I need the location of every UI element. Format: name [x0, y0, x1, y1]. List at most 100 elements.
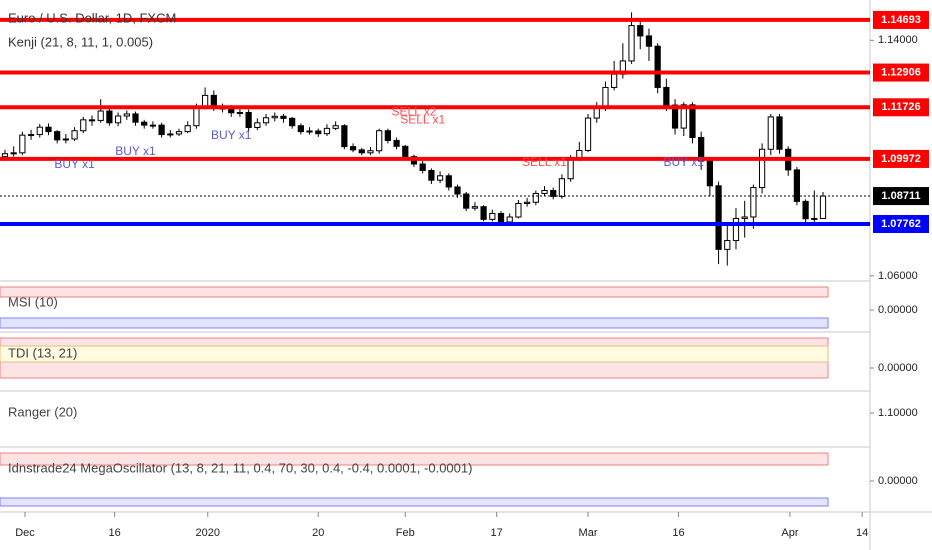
candle-body [402, 145, 409, 158]
candle-body [132, 113, 139, 123]
candle-body [97, 110, 104, 121]
candle-body [489, 212, 496, 220]
indicator-name: Idnstrade24 MegaOscillator (13, 8, 21, 1… [8, 460, 472, 475]
candle-body [167, 133, 174, 136]
candle-body [819, 195, 827, 219]
signal-annotation: BUY x1 [664, 155, 705, 169]
candle-body [1, 153, 9, 158]
level-label: 1.07762 [881, 218, 921, 230]
x-tick-label: 16 [672, 527, 684, 539]
level-label: 1.11726 [881, 101, 920, 113]
level-tag [873, 215, 929, 233]
candle-body [497, 212, 505, 223]
candle-body [384, 130, 391, 141]
candle-body [19, 134, 26, 154]
chart-subtitle: Kenji (21, 8, 11, 1, 0.005) [8, 34, 153, 49]
candle-body [114, 115, 122, 124]
candle-body [480, 206, 487, 220]
chart-title: Euro / U.S. Dollar, 1D, FXCM [8, 10, 176, 25]
candle-body [811, 217, 818, 220]
candle-body [271, 115, 278, 119]
candle-body [184, 125, 191, 133]
candle-body [654, 45, 661, 88]
mega-lower-band [0, 497, 829, 507]
candle-body [645, 35, 653, 47]
candle-body [706, 160, 713, 187]
candle-body [550, 189, 557, 197]
x-tick-label: Mar [579, 527, 598, 539]
candle-body [463, 193, 470, 209]
candle-body [436, 175, 444, 181]
indicator-tick-label: 0.00000 [878, 362, 918, 374]
x-tick-label: Apr [781, 527, 798, 539]
candle-body [445, 175, 452, 188]
candle-body [54, 131, 61, 141]
candle-body [532, 192, 539, 203]
candle-body [349, 146, 357, 151]
candle-body [428, 169, 435, 181]
candle-body [689, 104, 696, 138]
candle-body [680, 104, 687, 129]
candle-body [593, 107, 600, 119]
signal-annotation: BUY x1 [115, 144, 156, 158]
x-tick-label: 17 [491, 527, 503, 539]
last-price-tag [873, 187, 929, 206]
level-tag [873, 63, 929, 82]
candle-body [262, 117, 270, 124]
candle-body [767, 116, 774, 150]
signal-annotation: SELL x1 [522, 155, 567, 169]
indicator-name: Ranger (20) [8, 404, 77, 419]
candle-body [36, 126, 43, 136]
candle-body [175, 131, 183, 135]
candle-body [732, 217, 740, 242]
candle-body [10, 152, 17, 155]
candle-body [471, 206, 479, 209]
level-label: 1.14693 [881, 14, 921, 26]
indicator-name: TDI (13, 21) [8, 345, 77, 360]
candle-body [541, 189, 548, 194]
candle-body [245, 111, 252, 128]
candle-body [776, 116, 783, 150]
candle-body [280, 115, 287, 119]
candle-body [149, 124, 157, 127]
candle-body [376, 130, 383, 152]
msi-lower-band [0, 317, 829, 329]
marks [1, 12, 874, 517]
level-label: 1.12906 [881, 66, 921, 78]
candle-body [524, 201, 531, 204]
panel-bands [0, 286, 829, 507]
candle-body [393, 139, 400, 147]
candle-body [306, 130, 313, 133]
candle-body [611, 73, 618, 88]
level-tag [873, 149, 929, 168]
candle-body [454, 186, 461, 195]
candle-body [341, 125, 348, 148]
candle-body [315, 130, 322, 135]
candle-body [88, 119, 96, 122]
y-tick-label: 1.06000 [878, 270, 918, 282]
candle-body [793, 169, 801, 202]
candle-body [80, 119, 87, 132]
candle-body [27, 134, 35, 137]
y-tick-label: 1.14000 [878, 34, 918, 46]
candle-body [62, 138, 69, 141]
indicator-name: MSI (10) [8, 294, 58, 309]
candle-body [254, 122, 261, 128]
signal-annotation: BUY x1 [211, 128, 252, 142]
candle-body [637, 25, 644, 37]
signal-annotation: SELL x1 [400, 113, 445, 127]
mega-upper-band [0, 452, 829, 466]
candle-body [323, 127, 331, 135]
candle-body [45, 126, 52, 133]
candle-body [141, 121, 148, 126]
candle-body [741, 216, 748, 219]
x-tick-label: 16 [108, 527, 120, 539]
candle-body [123, 113, 130, 117]
candle-body [367, 150, 374, 154]
candle-body [558, 178, 566, 197]
level-label: 1.09972 [881, 153, 921, 165]
candle-body [698, 136, 705, 162]
